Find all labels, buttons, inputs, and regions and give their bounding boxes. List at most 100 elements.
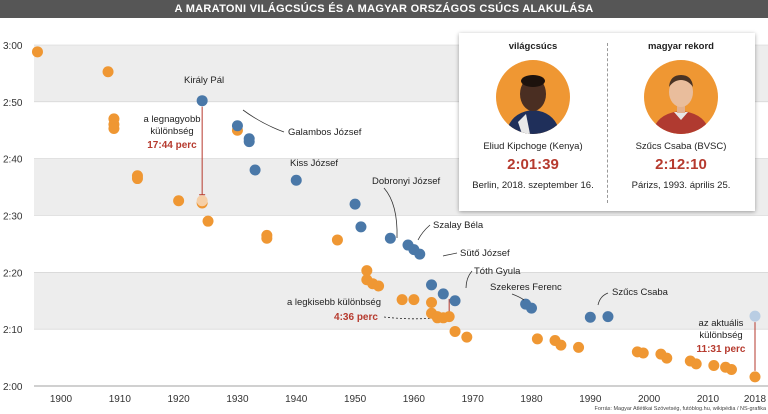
- smallest-gap-leader: [383, 316, 434, 320]
- x-tick-label: 1930: [226, 394, 249, 405]
- leader-lines: [199, 106, 756, 371]
- data-point: [661, 352, 673, 364]
- runner-label: Szalay Béla: [433, 220, 484, 231]
- data-point: [449, 325, 461, 337]
- data-point: [355, 221, 367, 233]
- data-point: [102, 66, 114, 78]
- current-gap-label: az aktuális: [699, 318, 744, 329]
- data-point: [408, 294, 420, 306]
- data-points: [31, 46, 761, 383]
- data-point: [531, 333, 543, 345]
- data-point: [108, 123, 120, 135]
- world-record-place: Berlin, 2018. szeptember 16.: [472, 180, 594, 191]
- hungarian-record-time: 2:12:10: [655, 156, 707, 173]
- x-tick-label: 1910: [109, 394, 132, 405]
- x-axis: 1900 1910 1920 1930 1940 1950 1960 1970 1980 1990…: [34, 385, 768, 405]
- x-tick-label: 1950: [344, 394, 367, 405]
- kipchoge-portrait-icon: [496, 60, 570, 134]
- data-point: [584, 311, 596, 323]
- hungarian-record-holder: Szűcs Csaba (BVSC): [635, 141, 727, 152]
- x-tick-label: 1960: [403, 394, 426, 405]
- y-tick-label: 2:50: [3, 98, 23, 109]
- runner-label: Szűcs Csaba: [612, 287, 669, 298]
- y-tick-label: 2:20: [3, 268, 23, 279]
- world-record-holder: Eliud Kipchoge (Kenya): [483, 141, 583, 152]
- data-point: [708, 360, 720, 372]
- data-point: [461, 331, 473, 343]
- data-point: [361, 265, 373, 277]
- hungarian-record-heading: magyar rekord: [647, 41, 714, 52]
- runner-leader: [465, 270, 473, 289]
- data-point: [749, 310, 761, 322]
- y-tick-label: 3:00: [3, 41, 23, 52]
- runner-leader: [442, 252, 458, 257]
- data-point: [690, 358, 702, 370]
- data-point: [331, 234, 343, 246]
- data-point: [449, 295, 461, 307]
- current-gap-value: 11:31 perc: [697, 344, 746, 355]
- data-point: [131, 173, 143, 185]
- data-point: [290, 174, 302, 186]
- hungarian-record-card: magyar rekord Szűcs Csaba (BVSC) 2:12:10…: [607, 33, 755, 211]
- data-point: [384, 232, 396, 244]
- runner-leader: [242, 109, 285, 133]
- x-tick-label: 1990: [579, 394, 602, 405]
- runner-leader: [383, 187, 398, 239]
- data-point: [261, 232, 273, 244]
- y-tick-label: 2:30: [3, 212, 23, 223]
- x-tick-label: 2010: [697, 394, 720, 405]
- runner-label: Szekeres Ferenc: [490, 282, 562, 293]
- data-point: [526, 302, 538, 314]
- data-point: [31, 46, 43, 58]
- annotations: Király Pál Galambos József Kiss József Dobr…: [184, 75, 669, 306]
- x-tick-label: 2000: [638, 394, 661, 405]
- data-point: [573, 341, 585, 353]
- data-point: [637, 347, 649, 359]
- data-point: [426, 296, 438, 308]
- card-divider: [607, 43, 608, 203]
- data-point: [555, 339, 567, 351]
- runner-label: Király Pál: [184, 75, 224, 86]
- runner-label: Tóth Gyula: [474, 266, 521, 277]
- x-tick-label: 1970: [462, 394, 485, 405]
- data-point: [249, 164, 261, 176]
- runner-leader: [511, 293, 525, 301]
- data-point: [196, 195, 208, 207]
- runner-leader: [597, 292, 609, 306]
- world-record-time: 2:01:39: [507, 156, 559, 173]
- data-point: [725, 364, 737, 376]
- data-point: [349, 198, 361, 210]
- runner-label: Galambos József: [288, 127, 362, 138]
- y-tick-label: 2:10: [3, 325, 23, 336]
- runner-leader: [417, 224, 431, 241]
- x-tick-label: 1940: [285, 394, 308, 405]
- data-point: [414, 248, 426, 260]
- world-record-card: világcsúcs Eliud Kipchoge (Kenya) 2:01:3…: [459, 33, 607, 211]
- data-point: [437, 288, 449, 300]
- data-point: [602, 311, 614, 323]
- largest-gap-value: 17:44 perc: [147, 140, 197, 151]
- data-point: [173, 195, 185, 207]
- current-gap-label-2: különbség: [699, 330, 742, 341]
- data-point: [373, 280, 385, 292]
- szucs-portrait-icon: [644, 60, 718, 134]
- smallest-gap-value: 4:36 perc: [334, 312, 378, 323]
- y-tick-label: 2:00: [3, 382, 23, 393]
- runner-label: Kiss József: [290, 158, 338, 169]
- data-point: [426, 279, 438, 291]
- x-tick-label: 1980: [520, 394, 543, 405]
- hungarian-record-place: Párizs, 1993. április 25.: [631, 180, 731, 191]
- data-point: [196, 95, 208, 107]
- source-note: Forrás: Magyar Atlétikai Szövetség, futó…: [595, 406, 767, 412]
- y-tick-label: 2:40: [3, 155, 23, 166]
- data-point: [202, 215, 214, 227]
- runner-label: Dobronyi József: [372, 176, 440, 187]
- data-point: [243, 136, 255, 148]
- x-tick-label: 1900: [50, 394, 73, 405]
- world-record-heading: világcsúcs: [508, 41, 558, 52]
- data-point: [749, 371, 761, 383]
- x-tick-label: 1920: [168, 394, 191, 405]
- record-box: világcsúcs Eliud Kipchoge (Kenya) 2:01:3…: [459, 33, 755, 211]
